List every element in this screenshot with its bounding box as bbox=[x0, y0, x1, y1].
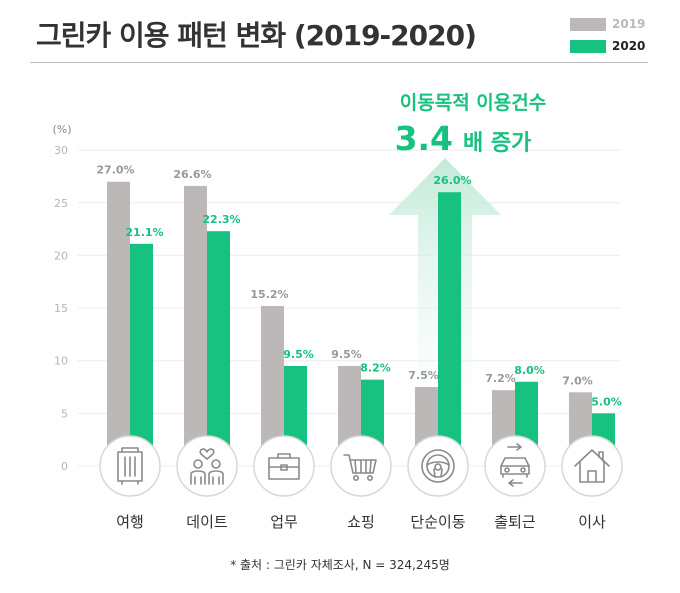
icon-stroke bbox=[117, 451, 143, 482]
data-label-2019: 7.0% bbox=[562, 374, 593, 387]
bar-2020 bbox=[438, 192, 461, 466]
data-label-2020: 8.0% bbox=[514, 364, 545, 377]
category-label: 출퇴근 bbox=[494, 513, 536, 531]
icon-stroke bbox=[598, 451, 604, 462]
icon-stroke bbox=[121, 447, 139, 453]
bar-2019 bbox=[184, 185, 207, 467]
legend-label-2020: 2020 bbox=[612, 39, 646, 53]
suitcase-icon bbox=[99, 435, 161, 497]
couple-icon bbox=[176, 435, 238, 497]
data-label-2020: 22.3% bbox=[202, 213, 240, 226]
legend-swatch-2019 bbox=[570, 17, 606, 31]
icon-stroke bbox=[508, 479, 523, 487]
icon-stroke bbox=[211, 459, 221, 469]
briefcase-icon bbox=[253, 435, 315, 497]
icon-stroke bbox=[199, 448, 215, 460]
icon-stroke bbox=[280, 464, 288, 471]
icon-stroke bbox=[507, 443, 522, 451]
bar-2019 bbox=[261, 305, 284, 466]
icon-stroke bbox=[520, 467, 526, 473]
car-commute-icon bbox=[484, 435, 546, 497]
bar-2019 bbox=[107, 181, 130, 466]
icon-stroke bbox=[434, 463, 442, 471]
title-divider bbox=[30, 62, 648, 63]
icon-circle bbox=[253, 435, 315, 497]
category-label: 데이트 bbox=[186, 513, 228, 531]
chart-title: 그린카 이용 패턴 변화 (2019-2020) bbox=[36, 19, 477, 52]
category-label: 여행 bbox=[116, 513, 144, 531]
data-label-2019: 9.5% bbox=[331, 348, 362, 361]
y-tick-label: 15 bbox=[54, 302, 68, 315]
icon-stroke bbox=[502, 473, 528, 478]
icon-stroke bbox=[277, 453, 291, 459]
annotation-text: 배 증가 bbox=[463, 131, 531, 156]
category-label: 단순이동 bbox=[410, 513, 465, 531]
bar-2020 bbox=[207, 231, 230, 466]
data-label-2020: 5.0% bbox=[591, 395, 622, 408]
icon-stroke bbox=[354, 459, 372, 474]
house-icon bbox=[561, 435, 623, 497]
y-tick-label: 0 bbox=[61, 460, 68, 473]
icon-stroke bbox=[353, 475, 360, 482]
source-note: * 출처 : 그린카 자체조사, N = 324,245명 bbox=[230, 558, 450, 572]
icon-stroke bbox=[268, 457, 300, 480]
icon-stroke bbox=[124, 456, 136, 477]
y-tick-label: 20 bbox=[54, 249, 68, 262]
icon-stroke bbox=[367, 475, 374, 482]
y-axis-unit: (%) bbox=[52, 123, 71, 136]
data-label-2019: 27.0% bbox=[96, 164, 134, 177]
annotation-number: 3.4 bbox=[395, 119, 453, 158]
shopping-cart-icon bbox=[330, 435, 392, 497]
category-label: 이사 bbox=[578, 513, 606, 531]
icon-stroke bbox=[426, 454, 450, 478]
category-label: 쇼핑 bbox=[347, 513, 375, 531]
icon-stroke bbox=[421, 449, 455, 483]
y-tick-label: 30 bbox=[54, 144, 68, 157]
icon-circle bbox=[407, 435, 469, 497]
legend-item-2020: 2020 bbox=[570, 35, 645, 57]
data-label-2020: 21.1% bbox=[125, 226, 163, 239]
icon-stroke bbox=[579, 461, 605, 483]
icon-stroke bbox=[121, 480, 139, 485]
data-label-2020: 9.5% bbox=[283, 348, 314, 361]
legend: 2019 2020 bbox=[570, 13, 645, 57]
icon-stroke bbox=[343, 454, 377, 474]
icon-circle bbox=[176, 435, 238, 497]
legend-label-2019: 2019 bbox=[612, 17, 646, 31]
data-label-2019: 15.2% bbox=[250, 288, 288, 301]
icon-stroke bbox=[504, 467, 510, 473]
icon-stroke bbox=[587, 470, 597, 483]
y-tick-label: 10 bbox=[54, 355, 68, 368]
data-label-2020: 8.2% bbox=[360, 362, 391, 375]
steering-wheel-icon bbox=[407, 435, 469, 497]
legend-swatch-2020 bbox=[570, 39, 606, 53]
icon-stroke bbox=[426, 461, 450, 478]
annotation-line2: 3.4 배 증가 bbox=[395, 119, 532, 158]
annotation-line1: 이동목적 이용건수 bbox=[400, 92, 546, 114]
data-label-2019: 7.2% bbox=[485, 372, 516, 385]
data-label-2019: 7.5% bbox=[408, 369, 439, 382]
y-tick-label: 5 bbox=[61, 407, 68, 420]
data-label-2020: 26.0% bbox=[433, 174, 471, 187]
legend-item-2019: 2019 bbox=[570, 13, 645, 35]
icon-stroke bbox=[208, 470, 224, 485]
icon-stroke bbox=[190, 470, 206, 485]
data-label-2019: 26.6% bbox=[173, 168, 211, 181]
category-label: 업무 bbox=[270, 513, 298, 531]
icon-circle bbox=[561, 435, 623, 497]
icon-stroke bbox=[193, 459, 203, 469]
bar-2020 bbox=[130, 243, 153, 466]
y-tick-label: 25 bbox=[54, 197, 68, 210]
